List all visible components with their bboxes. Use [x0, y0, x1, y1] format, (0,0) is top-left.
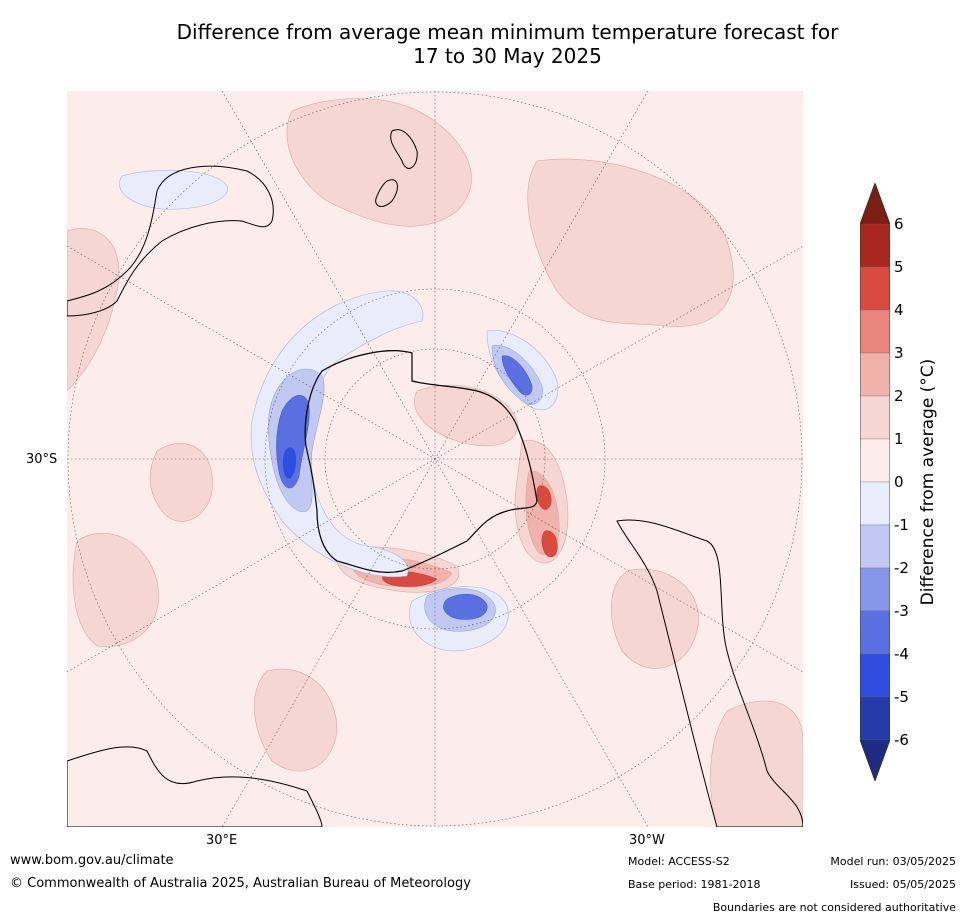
cool-core-east-ant [282, 447, 297, 479]
issued-text: Issued: 05/05/2025 [849, 878, 956, 891]
south-america-coastline [616, 519, 803, 827]
colorbar-tick-label: 0 [894, 473, 904, 491]
warm-patch-pacific [527, 158, 734, 327]
colorbar-extend-bottom [860, 740, 890, 781]
colorbar-bin [860, 309, 890, 354]
colorbar-tick-label: -6 [894, 731, 909, 749]
colorbar-bin [860, 438, 890, 483]
anomaly-map [67, 91, 803, 827]
meridian-diag-4 [67, 245, 803, 673]
copyright-text: © Commonwealth of Australia 2025, Austra… [10, 876, 471, 891]
warm-patch-sw [67, 228, 120, 392]
base-period-text: Base period: 1981-2018 [628, 878, 761, 891]
warm-patch-nz [286, 98, 472, 227]
warm-patch-se [710, 700, 803, 827]
colorbar-tick-label: 5 [894, 258, 904, 276]
colorbar-bin [860, 266, 890, 311]
colorbar-tick-label: -4 [894, 645, 909, 663]
model-run-text: Model run: 03/05/2025 [830, 855, 956, 868]
disclaimer-text: Boundaries are not considered authoritat… [712, 901, 956, 914]
title-line-1: Difference from average mean minimum tem… [176, 20, 839, 44]
antarctica-coastline [304, 350, 538, 573]
warm-patch-east [611, 568, 699, 669]
cool-patch-nz [119, 169, 228, 210]
colorbar-bins [860, 223, 890, 741]
title-line-2: 17 to 30 May 2025 [413, 44, 602, 68]
colorbar-extend-top [860, 183, 890, 224]
colorbar [860, 183, 890, 781]
latitude-circle-60s [324, 348, 546, 570]
model-text: Model: ACCESS-S2 [628, 855, 730, 868]
colorbar-bin [860, 567, 890, 612]
colorbar-bin [860, 223, 890, 268]
australia-coastline [67, 165, 274, 317]
colorbar-tick-label: 4 [894, 301, 904, 319]
colorbar-bin [860, 610, 890, 655]
graticule [67, 91, 803, 827]
new-zealand-coastline [375, 129, 418, 207]
colorbar-bin [860, 696, 890, 741]
cool-strong-south [443, 593, 488, 620]
latitude-circle-30s [264, 288, 606, 630]
colorbar-tick-label: -3 [894, 602, 909, 620]
chart-title: Difference from average mean minimum tem… [0, 20, 965, 68]
website-text: www.bom.gov.au/climate [10, 853, 174, 868]
cool-anomaly-core [282, 447, 297, 479]
latitude-label-30s: 30°S [26, 452, 58, 467]
cool-strong-pacific [501, 355, 533, 396]
warm-strong-peninsula [541, 530, 558, 558]
colorbar-bin [860, 481, 890, 526]
colorbar-tick-label: -1 [894, 516, 909, 534]
warm-patch-w2 [149, 442, 213, 522]
colorbar-label: Difference from average (°C) [918, 358, 938, 606]
colorbar-tick-label: 3 [894, 344, 904, 362]
colorbar-tick-label: -5 [894, 688, 909, 706]
colorbar-tick-label: 1 [894, 430, 904, 448]
longitude-label-30e: 30°E [206, 833, 238, 848]
warm-patch-antarctic [414, 384, 518, 447]
warm-patch-w1 [72, 532, 159, 648]
colorbar-tick-label: 2 [894, 387, 904, 405]
longitude-label-30w: 30°W [629, 833, 665, 848]
colorbar-tick-label: -2 [894, 559, 909, 577]
colorbar-bin [860, 524, 890, 569]
colorbar-bin [860, 395, 890, 440]
colorbar-bin [860, 653, 890, 698]
africa-coastline [67, 746, 323, 827]
colorbar-tick-label: 6 [894, 215, 904, 233]
warm-patch-sw2 [253, 668, 338, 772]
colorbar-bin [860, 352, 890, 397]
